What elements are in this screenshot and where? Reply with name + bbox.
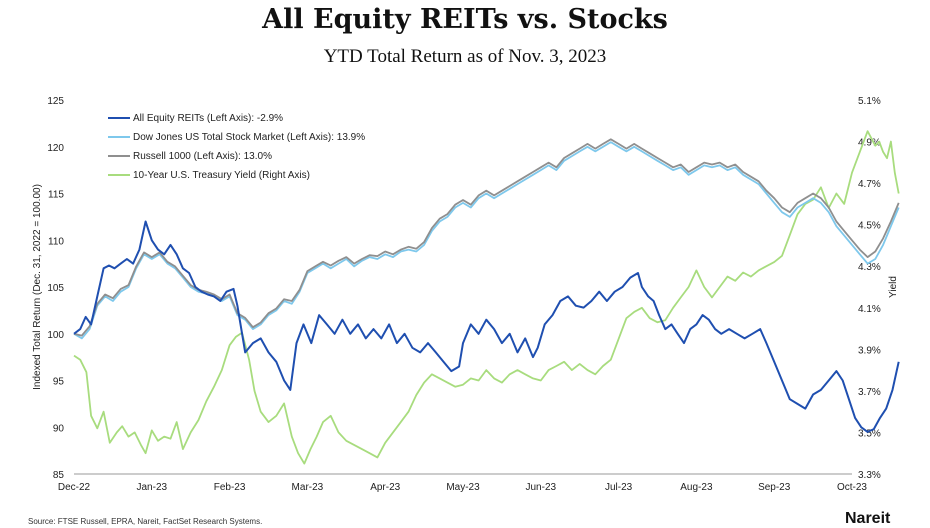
legend-label: All Equity REITs (Left Axis): -2.9% xyxy=(133,113,283,124)
y-left-tick-label: 100 xyxy=(47,330,64,341)
chart-legend: All Equity REITs (Left Axis): -2.9% Dow J… xyxy=(108,113,365,181)
x-tick-label: Oct-23 xyxy=(837,482,867,493)
chart-title: All Equity REITs vs. Stocks xyxy=(262,4,668,35)
y-right-tick-label: 4.5% xyxy=(858,221,881,232)
series-line xyxy=(73,220,900,433)
y-left-tick-label: 120 xyxy=(47,143,64,154)
y-left-tick-label: 110 xyxy=(48,236,64,247)
x-tick-label: Jul-23 xyxy=(605,482,633,493)
x-tick-label: Feb-23 xyxy=(214,482,246,493)
y-left-tick-label: 105 xyxy=(47,283,64,294)
y-left-tick-label: 125 xyxy=(47,96,64,107)
x-tick-label: Mar-23 xyxy=(292,482,324,493)
y-left-axis-label: Indexed Total Return (Dec. 31, 2022 = 10… xyxy=(32,184,43,390)
y-left-tick-label: 95 xyxy=(53,377,65,388)
y-right-axis-label: Yield xyxy=(888,276,899,298)
legend-label: Russell 1000 (Left Axis): 13.0% xyxy=(133,151,272,162)
x-tick-label: May-23 xyxy=(446,482,480,493)
x-tick-label: Dec-22 xyxy=(58,482,91,493)
y-left-tick-label: 85 xyxy=(53,470,65,481)
y-right-tick-label: 4.1% xyxy=(858,304,881,315)
series-line xyxy=(73,130,900,465)
x-tick-label: Aug-23 xyxy=(680,482,713,493)
y-right-tick-label: 3.5% xyxy=(858,428,881,439)
y-right-tick-label: 3.3% xyxy=(858,470,881,481)
chart-axes: Dec-22 Jan-23 Feb-23 Mar-23 Apr-23 May-23 Jun-… xyxy=(32,96,899,493)
source-note: Source: FTSE Russell, EPRA, Nareit, Fact… xyxy=(28,517,263,526)
x-tick-label: Jun-23 xyxy=(526,482,557,493)
series-line xyxy=(73,138,900,337)
y-right-tick-label: 4.3% xyxy=(858,262,881,273)
x-tick-label: Sep-23 xyxy=(758,482,791,493)
y-right-tick-label: 4.7% xyxy=(858,179,881,190)
y-right-tick-label: 5.1% xyxy=(858,96,881,107)
x-tick-label: Jan-23 xyxy=(137,482,168,493)
y-right-tick-label: 3.7% xyxy=(858,387,881,398)
y-right-tick-label: 3.9% xyxy=(858,345,881,356)
y-left-tick-label: 90 xyxy=(53,423,65,434)
chart-subtitle: YTD Total Return as of Nov. 3, 2023 xyxy=(323,46,607,67)
chart-series xyxy=(73,130,900,465)
legend-label: Dow Jones US Total Stock Market (Left Ax… xyxy=(133,132,365,143)
nareit-logo: Nareit xyxy=(845,510,891,527)
x-tick-label: Apr-23 xyxy=(370,482,400,493)
legend-label: 10-Year U.S. Treasury Yield (Right Axis) xyxy=(133,170,310,181)
y-right-tick-label: 4.9% xyxy=(858,138,881,149)
y-left-tick-label: 115 xyxy=(48,190,64,201)
